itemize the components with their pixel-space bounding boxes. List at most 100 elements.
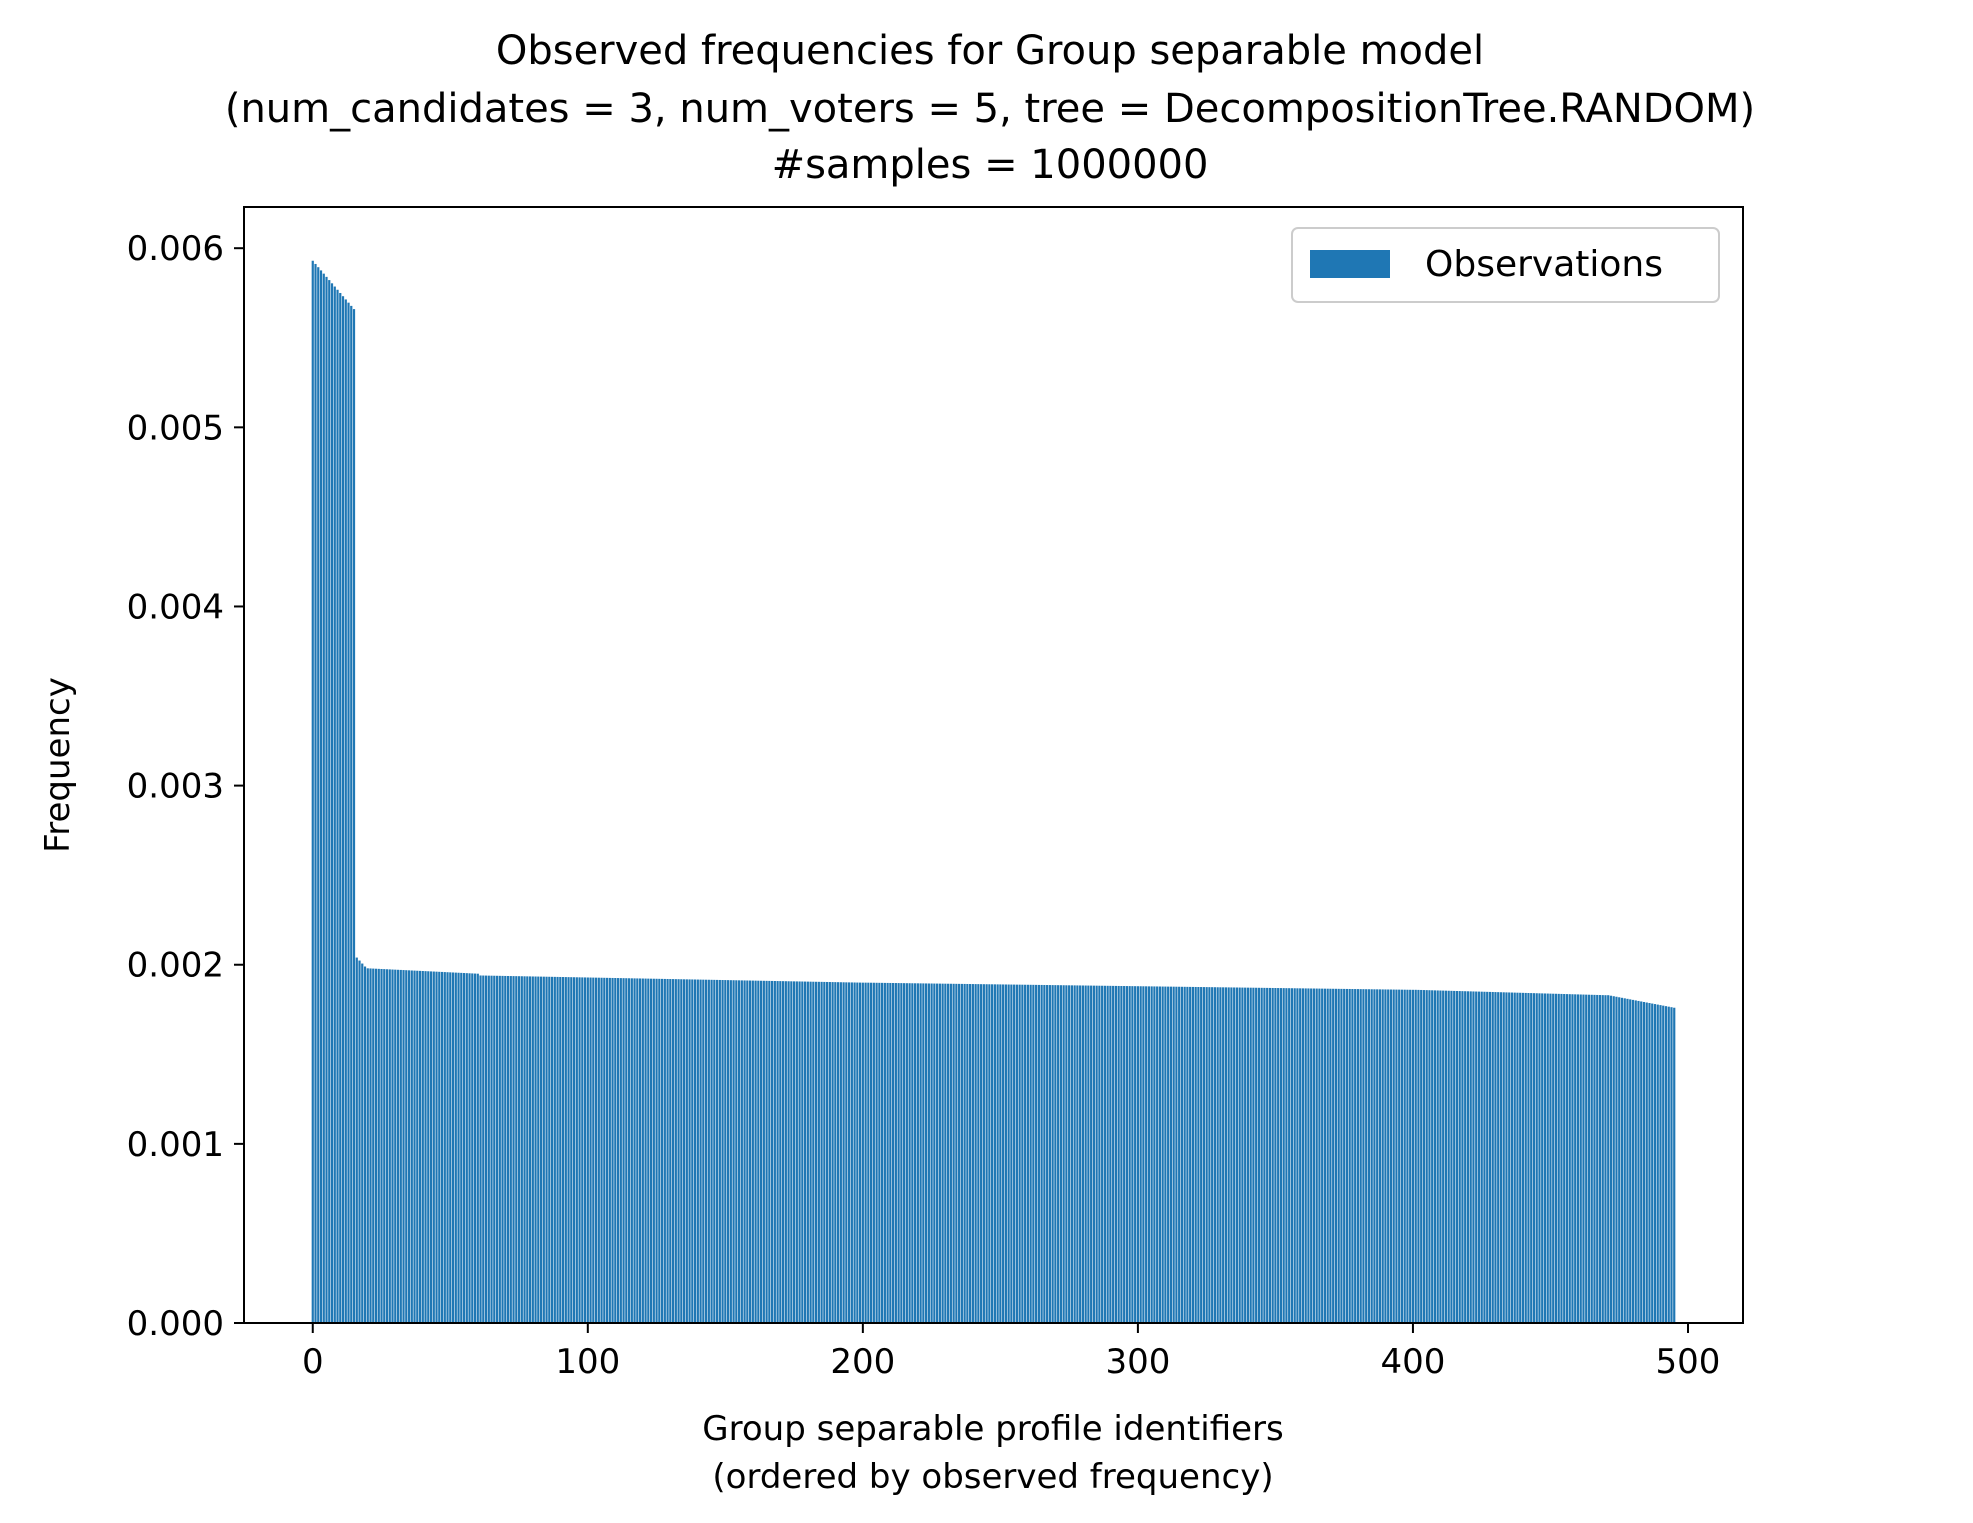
bar <box>1450 990 1453 1323</box>
bar <box>754 980 757 1323</box>
bar <box>622 978 625 1323</box>
bar <box>1235 987 1239 1323</box>
bar <box>1304 988 1307 1323</box>
bar <box>498 975 501 1323</box>
bar <box>473 973 477 1323</box>
bar <box>1447 990 1450 1323</box>
bar <box>1315 988 1318 1323</box>
bar <box>484 975 488 1323</box>
bar <box>553 976 556 1323</box>
bar <box>991 984 994 1323</box>
bar <box>421 971 424 1323</box>
bar <box>985 984 988 1323</box>
bar <box>377 968 380 1323</box>
bar <box>1301 988 1305 1323</box>
bar <box>1359 989 1362 1323</box>
bar <box>850 982 853 1323</box>
y-tick-label: 0.000 <box>127 1304 224 1344</box>
bar <box>1662 1005 1665 1323</box>
bar <box>1310 988 1313 1323</box>
bar <box>1378 989 1382 1323</box>
bar <box>1645 1002 1648 1323</box>
bar <box>666 978 669 1323</box>
bar <box>1367 989 1371 1323</box>
bar-series-observations <box>311 260 1676 1324</box>
bar <box>531 976 534 1323</box>
bar <box>539 976 543 1323</box>
bar <box>996 984 999 1323</box>
bar <box>600 977 603 1323</box>
bar <box>652 978 655 1323</box>
bar <box>647 978 650 1323</box>
bar <box>1150 986 1153 1323</box>
bar <box>1461 991 1464 1323</box>
bar <box>759 980 763 1323</box>
bar <box>589 977 592 1323</box>
bar <box>366 968 369 1323</box>
y-tick-label: 0.004 <box>127 587 224 627</box>
bar <box>1651 1003 1654 1323</box>
bar <box>1068 985 1071 1323</box>
bar <box>889 982 892 1323</box>
bar <box>350 305 353 1323</box>
bar <box>969 984 972 1323</box>
bar <box>1541 993 1544 1323</box>
bar <box>578 977 581 1323</box>
bar <box>1153 986 1156 1323</box>
bar <box>1197 987 1200 1323</box>
legend: Observations <box>1291 227 1720 303</box>
chart-title-line-3: #samples = 1000000 <box>772 142 1209 188</box>
bar <box>1637 1000 1640 1323</box>
bar <box>1070 985 1073 1323</box>
bar <box>1538 993 1541 1323</box>
bar <box>820 981 823 1323</box>
bar <box>328 280 331 1324</box>
bar <box>1376 989 1379 1323</box>
bar <box>1620 997 1624 1323</box>
bar <box>1502 992 1505 1323</box>
bar <box>1098 985 1101 1323</box>
bar <box>1076 985 1079 1323</box>
bar <box>848 982 851 1323</box>
bar <box>1255 987 1258 1323</box>
bar <box>1180 986 1184 1323</box>
bar <box>542 976 545 1323</box>
bar <box>718 979 721 1323</box>
bar <box>1213 987 1217 1323</box>
bar <box>1565 994 1569 1323</box>
bar <box>1167 986 1170 1323</box>
bar <box>1444 990 1448 1323</box>
bar <box>790 981 793 1323</box>
bar <box>870 982 873 1323</box>
bar <box>451 972 455 1323</box>
bar <box>1414 989 1417 1323</box>
bar <box>660 978 664 1323</box>
bar <box>1420 989 1423 1323</box>
bar <box>1139 986 1142 1323</box>
bar <box>317 267 320 1324</box>
bar <box>1222 987 1225 1323</box>
bar <box>1326 988 1329 1323</box>
bar <box>1219 987 1222 1323</box>
bar <box>1532 993 1536 1323</box>
bar <box>1040 984 1043 1323</box>
y-axis-ticks: 0.000 0.001 0.002 0.003 0.004 0.005 0.006 <box>127 229 244 1344</box>
bar <box>715 979 719 1323</box>
bar <box>1202 987 1206 1323</box>
bar <box>927 983 930 1323</box>
bar <box>1024 984 1027 1323</box>
bar <box>1191 986 1195 1323</box>
bar <box>520 976 523 1323</box>
bar <box>1277 988 1280 1323</box>
bar <box>938 983 941 1323</box>
bar <box>402 970 405 1323</box>
bar <box>1431 990 1434 1323</box>
bar <box>1568 994 1571 1323</box>
bar <box>685 979 688 1323</box>
bar <box>322 273 325 1323</box>
bar <box>958 983 961 1323</box>
bar <box>509 976 512 1323</box>
bar <box>834 982 837 1323</box>
legend-label-observations: Observations <box>1425 244 1663 285</box>
